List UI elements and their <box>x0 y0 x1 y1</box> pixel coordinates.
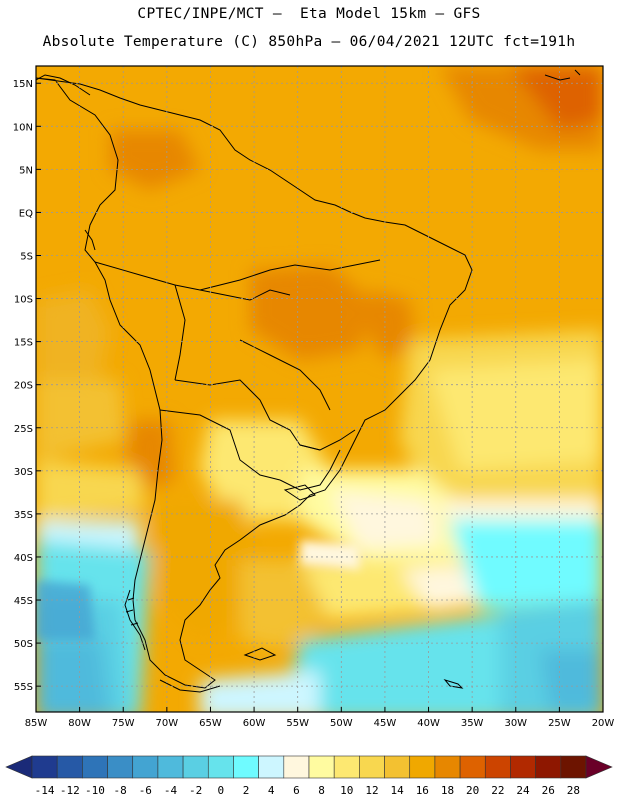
color-legend-labels: -14 -12 -10 -8 -6 -4 -2 0 2 4 6 8 10 12 14 16 18 20 22 24 26… <box>35 784 580 797</box>
legend-swatch <box>82 755 108 779</box>
legend-swatch <box>107 755 134 779</box>
lon-label: 75W <box>112 718 135 729</box>
legend-label: 24 <box>516 784 530 797</box>
lat-label: 5N <box>19 165 33 176</box>
legend-swatch <box>535 755 562 779</box>
legend-swatch <box>283 755 310 779</box>
legend-swatch <box>308 755 335 779</box>
lon-label: 80W <box>68 718 91 729</box>
longitude-labels: 85W 80W 75W 70W 65W 60W 55W 50W 45W 40W 35W 30W 25W 2… <box>25 707 615 729</box>
title-line-2: Absolute Temperature (C) 850hPa – 06/04/… <box>42 34 576 50</box>
legend-label: 4 <box>268 784 275 797</box>
legend-label: -6 <box>139 784 152 797</box>
legend-label: -8 <box>114 784 127 797</box>
legend-swatch <box>484 755 511 779</box>
legend-label: -10 <box>85 784 105 797</box>
legend-swatch <box>258 755 285 779</box>
legend-label: 18 <box>441 784 454 797</box>
legend-label: 22 <box>491 784 504 797</box>
lon-label: 30W <box>504 718 527 729</box>
latitude-labels: 15N 10N 5N EQ 5S 10S 15S 20S 25S 30S 35S 40S 45S 50S 5… <box>13 79 41 693</box>
lon-label: 25W <box>548 718 571 729</box>
color-legend-swatches <box>5 755 613 779</box>
lat-label: 25S <box>14 424 33 435</box>
lat-label: 40S <box>14 553 33 564</box>
lat-label: 35S <box>14 510 33 521</box>
legend-label: 6 <box>293 784 300 797</box>
legend-swatch <box>31 755 58 779</box>
legend-label: -2 <box>189 784 202 797</box>
legend-swatch <box>182 755 209 779</box>
lat-label: 20S <box>14 381 33 392</box>
legend-label: -14 <box>35 784 55 797</box>
map-frame <box>35 65 604 713</box>
legend-swatch <box>434 755 461 779</box>
legend-swatch <box>207 755 234 779</box>
legend-label: 14 <box>391 784 405 797</box>
lat-label: EQ <box>19 208 33 219</box>
legend-label: 2 <box>243 784 250 797</box>
legend-swatch <box>409 755 436 779</box>
legend-swatch <box>132 755 159 779</box>
legend-label: 0 <box>218 784 225 797</box>
lat-label: 15N <box>13 79 33 90</box>
lon-label: 65W <box>199 718 222 729</box>
legend-swatch <box>157 755 184 779</box>
title-line-1: CPTEC/INPE/MCT – Eta Model 15km – GFS <box>137 6 481 22</box>
legend-swatch <box>384 755 411 779</box>
legend-label: 12 <box>365 784 378 797</box>
lat-label: 30S <box>14 467 33 478</box>
legend-label: -12 <box>60 784 80 797</box>
lon-label: 70W <box>156 718 179 729</box>
lon-label: 35W <box>461 718 484 729</box>
lon-label: 55W <box>286 718 309 729</box>
legend-arrow-low <box>5 755 33 779</box>
legend-swatch <box>560 755 587 779</box>
legend-label: -4 <box>164 784 178 797</box>
legend-label: 16 <box>416 784 429 797</box>
legend-swatch <box>56 755 83 779</box>
temperature-field <box>36 66 603 712</box>
legend-label: 28 <box>567 784 580 797</box>
lon-label: 45W <box>374 718 397 729</box>
legend-swatch <box>459 755 486 779</box>
legend-swatch <box>233 755 259 779</box>
legend-label: 10 <box>340 784 353 797</box>
legend-swatch <box>510 755 536 779</box>
lat-label: 55S <box>14 682 33 693</box>
legend-label: 26 <box>542 784 555 797</box>
lon-label: 20W <box>592 718 615 729</box>
lat-label: 15S <box>14 338 33 349</box>
lat-label: 45S <box>14 596 33 607</box>
lat-label: 10S <box>14 295 33 306</box>
lon-label: 60W <box>243 718 266 729</box>
lon-label: 50W <box>330 718 353 729</box>
lon-label: 40W <box>417 718 440 729</box>
legend-label: 8 <box>318 784 325 797</box>
legend-swatch <box>359 755 385 779</box>
lon-label: 85W <box>25 718 48 729</box>
lat-label: 5S <box>20 251 33 262</box>
legend-swatch <box>333 755 360 779</box>
coastline <box>36 69 581 693</box>
legend-label: 20 <box>466 784 479 797</box>
lat-label: 50S <box>14 639 33 650</box>
legend-arrow-high <box>585 755 613 779</box>
lat-label: 10N <box>13 122 33 133</box>
